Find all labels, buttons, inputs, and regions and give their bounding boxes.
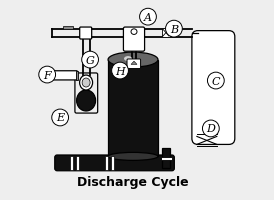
Circle shape (82, 52, 98, 69)
Text: H: H (115, 66, 125, 76)
Circle shape (52, 110, 68, 126)
Text: E: E (56, 113, 64, 123)
Bar (42, 71, 45, 81)
Text: D: D (206, 124, 215, 134)
Circle shape (39, 67, 56, 84)
Bar (162, 149, 170, 169)
Ellipse shape (82, 79, 90, 88)
Bar (76, 156, 79, 170)
FancyBboxPatch shape (192, 31, 235, 145)
Bar (105, 156, 108, 170)
Text: B: B (170, 25, 178, 34)
FancyBboxPatch shape (80, 28, 92, 40)
Text: G: G (86, 55, 95, 65)
Text: Discharge Cycle: Discharge Cycle (77, 175, 189, 188)
Ellipse shape (77, 91, 96, 111)
Ellipse shape (108, 153, 158, 161)
FancyBboxPatch shape (55, 155, 174, 171)
Circle shape (207, 73, 224, 89)
Text: A: A (144, 13, 152, 23)
Text: F: F (43, 70, 51, 80)
Ellipse shape (131, 30, 137, 35)
Bar (70, 156, 73, 170)
Bar (108, 60, 158, 157)
Bar (63, 27, 73, 30)
FancyBboxPatch shape (127, 60, 141, 69)
FancyBboxPatch shape (123, 28, 145, 52)
Ellipse shape (124, 57, 132, 62)
Ellipse shape (108, 53, 158, 68)
FancyBboxPatch shape (43, 71, 77, 81)
Circle shape (165, 21, 182, 38)
Ellipse shape (80, 76, 93, 91)
Bar (162, 29, 170, 38)
Circle shape (202, 120, 219, 137)
Bar (76, 71, 78, 81)
Bar (111, 156, 114, 170)
Bar (161, 157, 172, 161)
Circle shape (112, 63, 129, 80)
Circle shape (139, 9, 156, 26)
Polygon shape (131, 62, 137, 65)
Text: C: C (212, 76, 220, 86)
